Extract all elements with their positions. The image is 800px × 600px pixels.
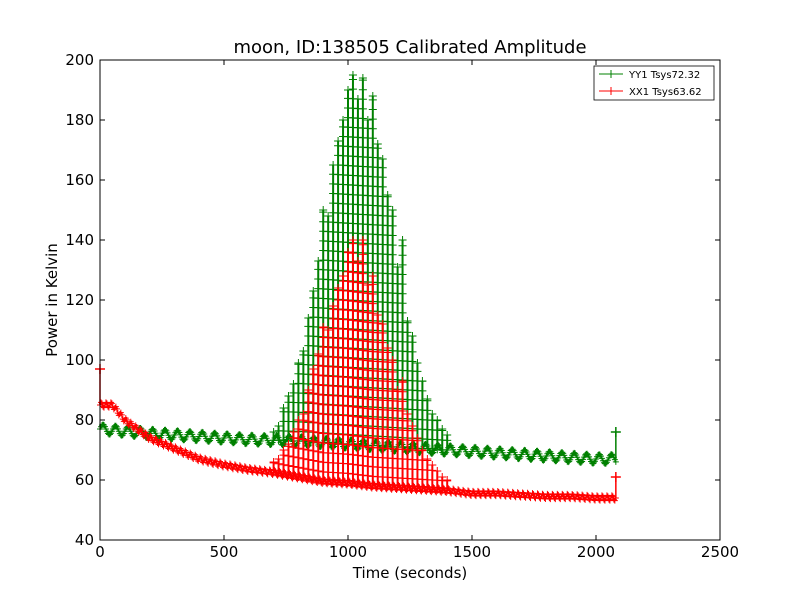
end-marker [610, 472, 621, 482]
legend-frame [593, 65, 715, 101]
spike-markers [433, 467, 442, 494]
legend-marker-yy1 [607, 70, 615, 78]
legend: YY1 Tsys72.32 XX1 Tsys63.62 [593, 65, 715, 101]
spike-markers [314, 350, 323, 485]
spike-markers [274, 455, 283, 478]
x-tick-label: 2500 [701, 543, 739, 561]
spike-markers [319, 323, 328, 486]
spike-markers [368, 272, 377, 490]
spike-markers [358, 236, 367, 489]
ticks-group: 0 500 1000 1500 2000 2500 40 60 80 100 120 140 160 18… [65, 51, 739, 561]
spike-markers [274, 422, 283, 445]
spike-markers [418, 446, 427, 493]
spike-markers [408, 422, 417, 493]
legend-label-xx1: XX1 Tsys63.62 [629, 87, 702, 98]
y-tick-label: 180 [65, 111, 94, 129]
spike-markers [438, 473, 447, 495]
plot-series-group [95, 71, 621, 504]
x-tick-label: 1500 [453, 543, 491, 561]
spike-markers [443, 476, 452, 495]
spike-markers [378, 320, 387, 491]
spike-markers [309, 365, 318, 484]
spike-markers [413, 434, 422, 493]
y-tick-label: 40 [75, 531, 94, 549]
spike-markers [438, 425, 447, 454]
spike-markers [373, 311, 382, 491]
y-tick-label: 200 [65, 51, 94, 69]
y-tick-label: 80 [75, 411, 94, 429]
spike-markers [324, 326, 333, 486]
series-1 [95, 236, 621, 504]
spike-markers [329, 302, 338, 487]
legend-label-yy1: YY1 Tsys72.32 [628, 70, 700, 81]
spike-markers [398, 377, 407, 492]
spike-markers [269, 428, 278, 445]
spike-markers [269, 458, 278, 477]
spike-markers [304, 386, 313, 483]
x-tick-label: 2000 [577, 543, 615, 561]
spike-markers [348, 236, 357, 488]
spike-markers [279, 404, 288, 445]
spike-markers [299, 410, 308, 482]
spike-markers [393, 386, 402, 492]
spike-markers [289, 428, 298, 481]
end-marker [610, 427, 621, 437]
spike-markers [428, 410, 437, 454]
y-tick-label: 140 [65, 231, 94, 249]
x-tick-label: 500 [210, 543, 239, 561]
y-tick-label: 120 [65, 291, 94, 309]
spike-markers [423, 455, 432, 494]
spike-markers [334, 284, 343, 487]
y-tick-label: 160 [65, 171, 94, 189]
chart-title: moon, ID:138505 Calibrated Amplitude [233, 37, 586, 58]
spike-markers [344, 248, 352, 487]
spike-markers [284, 440, 293, 480]
spike-markers [383, 344, 392, 491]
spike-markers [339, 272, 348, 487]
spike-markers [388, 356, 397, 492]
legend-marker-xx1 [607, 87, 615, 95]
spike-markers [279, 446, 288, 479]
y-tick-label: 100 [65, 351, 94, 369]
x-tick-label: 0 [95, 543, 105, 561]
spike-markers [433, 416, 442, 454]
spike-markers [423, 395, 432, 453]
x-axis-label: Time (seconds) [352, 564, 468, 582]
y-tick-label: 60 [75, 471, 94, 489]
spike-markers [443, 431, 452, 454]
spike-markers [353, 257, 362, 489]
spike-markers [363, 281, 372, 490]
spike-markers [294, 416, 303, 481]
y-axis-label: Power in Kelvin [43, 243, 61, 357]
series-spikes [269, 236, 452, 495]
x-tick-label: 1000 [329, 543, 367, 561]
spike-markers [403, 410, 412, 493]
spike-markers [428, 461, 437, 494]
